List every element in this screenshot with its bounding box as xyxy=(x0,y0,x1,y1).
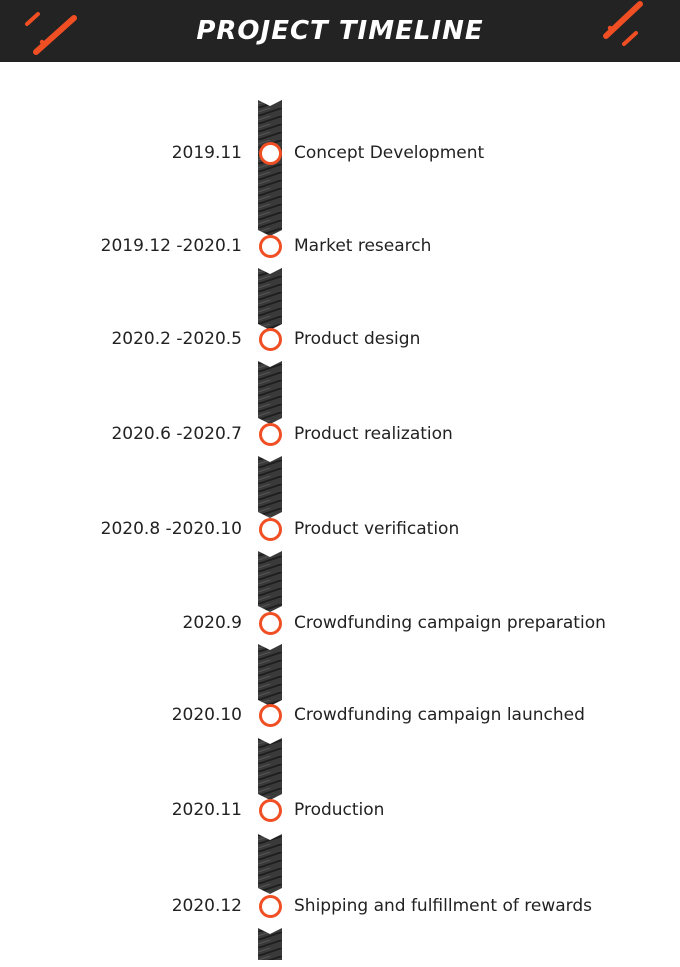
timeline-spine-segment xyxy=(258,361,282,424)
timeline-node-icon xyxy=(259,704,282,727)
timeline-node-icon xyxy=(259,895,282,918)
timeline-node-icon xyxy=(259,423,282,446)
timeline-label: Market research xyxy=(294,236,432,256)
timeline-item: 2020.11 Production xyxy=(0,795,680,825)
timeline-date: 2020.9 xyxy=(182,613,242,633)
timeline-spine-segment xyxy=(258,456,282,518)
timeline-label: Concept Development xyxy=(294,143,485,163)
timeline-date: 2020.12 xyxy=(171,896,242,916)
timeline-date: 2020.8 -2020.10 xyxy=(100,519,242,539)
timeline-spine-segment xyxy=(258,644,282,706)
timeline-item: 2020.8 -2020.10 Product verification xyxy=(0,514,680,544)
timeline-spine-segment xyxy=(258,551,282,612)
timeline-date: 2019.11 xyxy=(171,143,242,163)
timeline-date: 2019.12 -2020.1 xyxy=(100,236,242,256)
timeline-label: Shipping and fulfillment of rewards xyxy=(294,896,592,916)
timeline-item: 2019.11 Concept Development xyxy=(0,138,680,168)
timeline-spine-segment xyxy=(258,738,282,800)
timeline-label: Product design xyxy=(294,329,421,349)
timeline-label: Crowdfunding campaign preparation xyxy=(294,613,606,633)
timeline-item: 2019.12 -2020.1 Market research xyxy=(0,231,680,261)
timeline-node-icon xyxy=(259,799,282,822)
timeline-node-icon xyxy=(259,235,282,258)
timeline-spine-segment xyxy=(258,834,282,894)
decorative-slash-icon xyxy=(603,1,643,46)
timeline-label: Production xyxy=(294,800,385,820)
timeline-label: Product realization xyxy=(294,424,453,444)
timeline-item: 2020.2 -2020.5 Product design xyxy=(0,324,680,354)
timeline-spine-segment xyxy=(258,100,282,236)
timeline-item: 2020.9 Crowdfunding campaign preparation xyxy=(0,608,680,638)
timeline-date: 2020.11 xyxy=(171,800,242,820)
decorative-slash-icon xyxy=(25,12,77,55)
timeline-item: 2020.6 -2020.7 Product realization xyxy=(0,419,680,449)
timeline-spine-segment xyxy=(258,928,282,960)
timeline-node-icon xyxy=(259,518,282,541)
page-title: PROJECT TIMELINE xyxy=(196,16,484,46)
timeline-item: 2020.12 Shipping and fulfillment of rewar… xyxy=(0,891,680,921)
timeline-date: 2020.2 -2020.5 xyxy=(111,329,242,349)
timeline-item: 2020.10 Crowdfunding campaign launched xyxy=(0,700,680,730)
timeline-spine xyxy=(258,100,282,960)
timeline-label: Crowdfunding campaign launched xyxy=(294,705,585,725)
timeline-label: Product verification xyxy=(294,519,460,539)
timeline-node-icon xyxy=(259,328,282,351)
timeline-date: 2020.6 -2020.7 xyxy=(111,424,242,444)
header-bar: PROJECT TIMELINE xyxy=(0,0,680,62)
timeline-date: 2020.10 xyxy=(171,705,242,725)
timeline-node-icon xyxy=(259,612,282,635)
timeline-spine-segment xyxy=(258,268,282,330)
timeline-node-icon xyxy=(259,142,282,165)
